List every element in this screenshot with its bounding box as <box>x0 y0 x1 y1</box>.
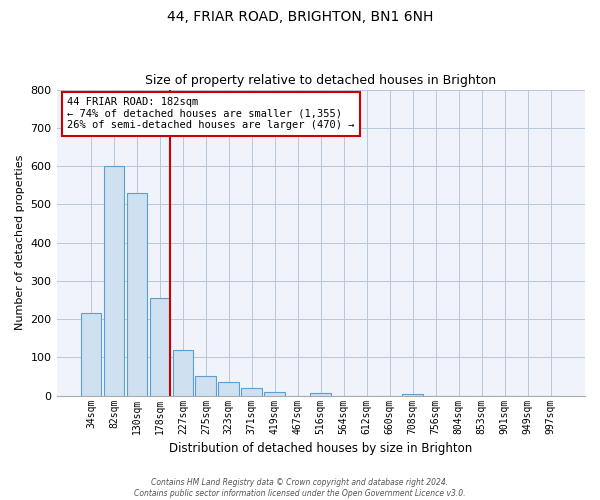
Bar <box>403 394 423 396</box>
Bar <box>310 393 331 396</box>
Bar <box>80 314 101 396</box>
Bar <box>127 193 147 396</box>
X-axis label: Distribution of detached houses by size in Brighton: Distribution of detached houses by size … <box>169 442 472 455</box>
Text: Contains HM Land Registry data © Crown copyright and database right 2024.
Contai: Contains HM Land Registry data © Crown c… <box>134 478 466 498</box>
Bar <box>149 298 170 396</box>
Bar <box>173 350 193 396</box>
Bar <box>265 392 285 396</box>
Title: Size of property relative to detached houses in Brighton: Size of property relative to detached ho… <box>145 74 496 87</box>
Text: 44, FRIAR ROAD, BRIGHTON, BN1 6NH: 44, FRIAR ROAD, BRIGHTON, BN1 6NH <box>167 10 433 24</box>
Text: 44 FRIAR ROAD: 182sqm
← 74% of detached houses are smaller (1,355)
26% of semi-d: 44 FRIAR ROAD: 182sqm ← 74% of detached … <box>67 97 355 130</box>
Bar <box>196 376 216 396</box>
Bar <box>218 382 239 396</box>
Bar <box>104 166 124 396</box>
Bar <box>241 388 262 396</box>
Y-axis label: Number of detached properties: Number of detached properties <box>15 155 25 330</box>
